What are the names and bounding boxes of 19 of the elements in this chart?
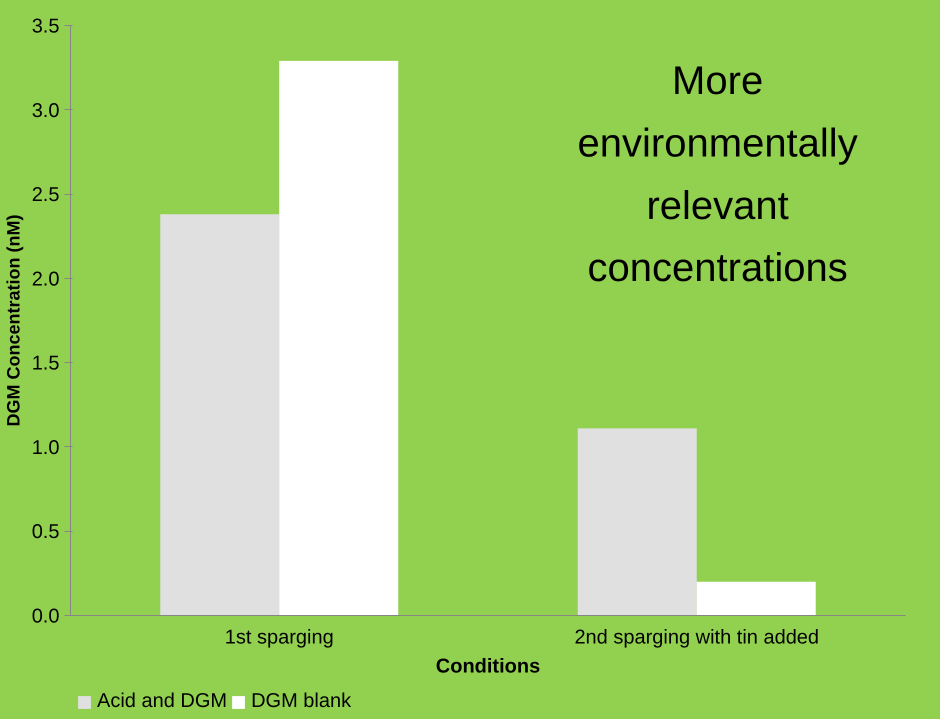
y-axis-title: DGM Concentration (nM)	[4, 214, 24, 426]
x-tick-label: 2nd sparging with tin added	[574, 626, 820, 648]
y-tick-label: 2.0	[32, 268, 60, 290]
y-tick-label: 3.5	[32, 16, 60, 38]
legend-label: DGM blank	[251, 690, 352, 713]
annotation: More environmentally relevant concentrations	[578, 59, 858, 290]
y-tick-label: 2.5	[32, 184, 60, 206]
bar	[279, 60, 398, 616]
y-tick-label: 0.5	[32, 521, 60, 544]
y-tick-label: 1.0	[32, 436, 60, 459]
y-tick-label: 3.0	[32, 100, 60, 122]
bar	[160, 214, 280, 616]
y-tick-label: 1.5	[32, 352, 60, 375]
bar	[578, 428, 697, 616]
x-tick-label: 1st sparging	[224, 626, 334, 648]
y-tick-label: 0.0	[32, 606, 60, 628]
legend-label: Acid and DGM	[97, 690, 228, 713]
x-axis-title: Conditions	[436, 656, 540, 678]
bar	[696, 582, 816, 616]
